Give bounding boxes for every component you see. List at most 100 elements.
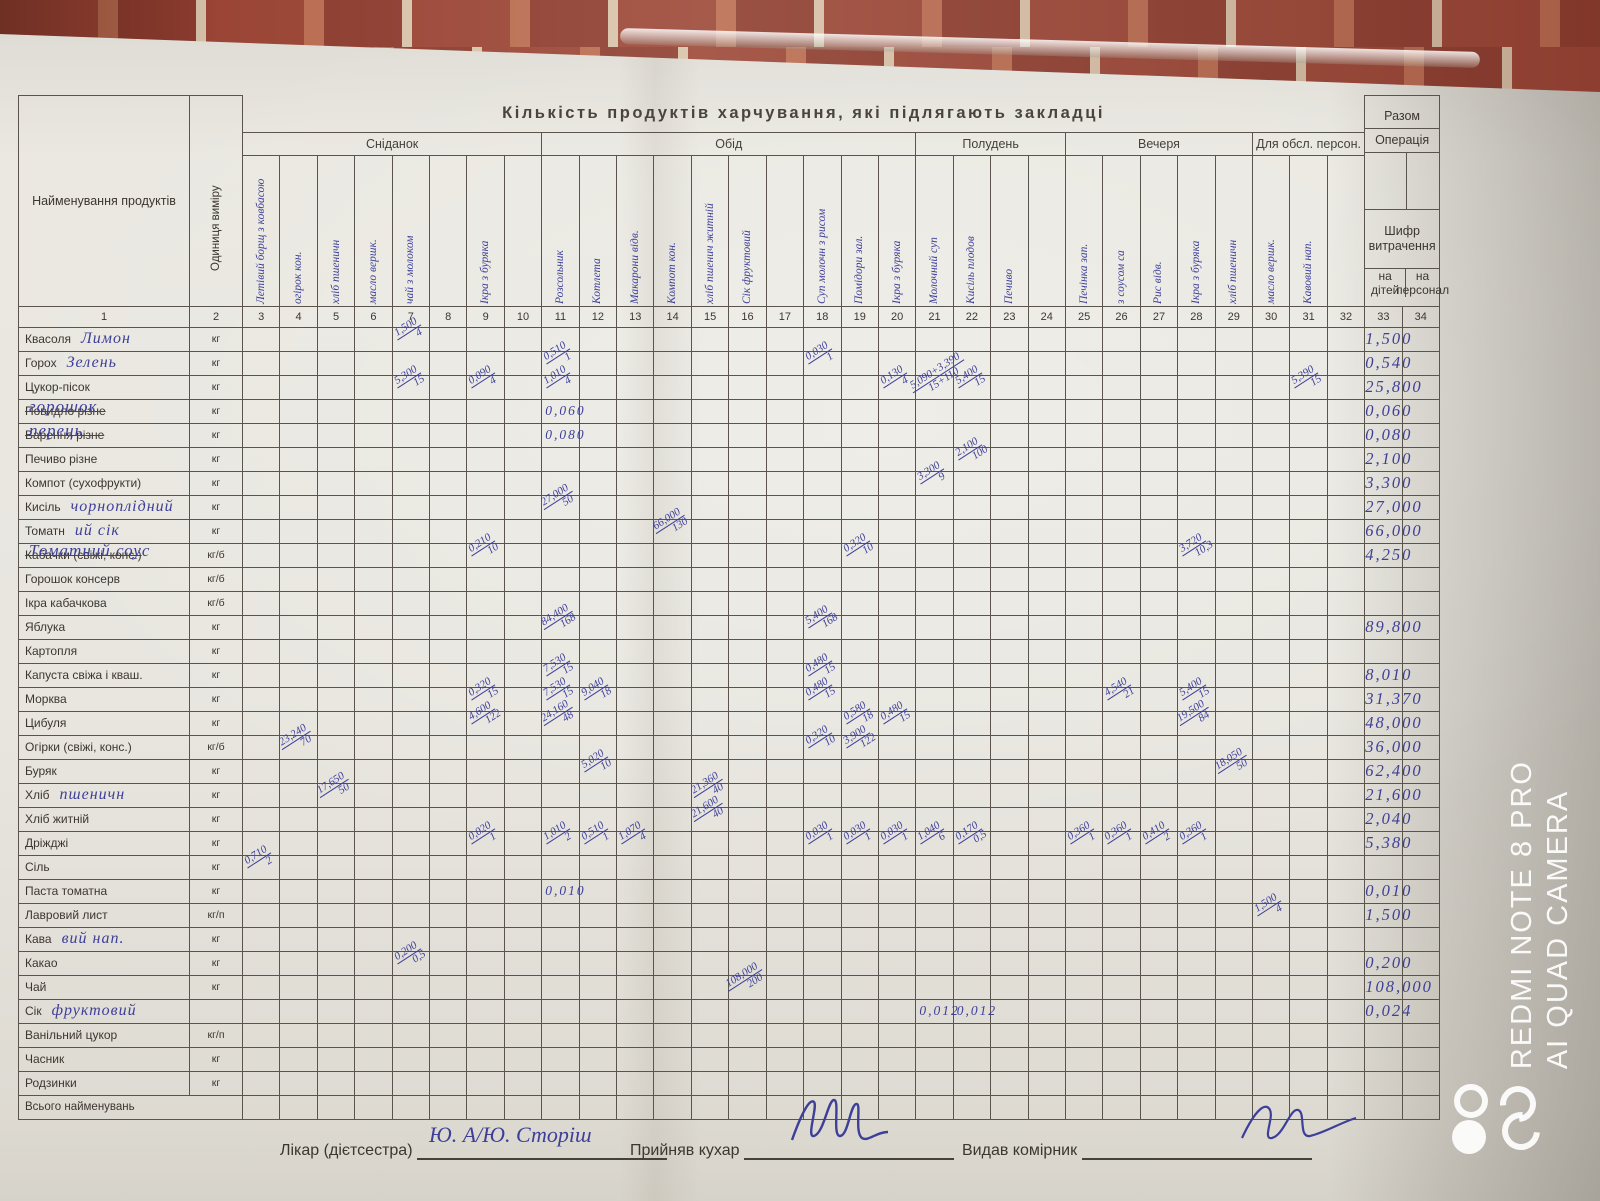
doctor-signature-block: Лікар (дієтсестра) Ю. А/Ю. Сторіш <box>280 1122 667 1160</box>
quantity-cell <box>1289 494 1328 520</box>
quantity-cell <box>1027 662 1066 688</box>
unit-value: кг <box>189 806 243 832</box>
quantity-cell <box>1064 1022 1104 1048</box>
quantity-cell <box>877 446 917 472</box>
quantity-cell <box>877 926 917 952</box>
quantity-cell <box>1251 806 1291 832</box>
quantity-cell <box>653 1022 692 1048</box>
quantity-cell <box>279 950 318 976</box>
quantity-cell <box>765 998 805 1024</box>
quantity-cell <box>1102 614 1141 640</box>
quantity-cell <box>728 902 767 928</box>
quantity-cell <box>728 710 767 736</box>
quantity-cell <box>429 974 468 1000</box>
quantity-cell <box>578 326 618 352</box>
quantity-cell <box>241 590 281 616</box>
quantity-cell <box>241 878 281 904</box>
quantity-cell <box>877 950 917 976</box>
quantity-cell <box>1102 590 1141 616</box>
quantity-cell <box>1289 998 1328 1024</box>
quantity-cell: 0,060 <box>541 398 584 424</box>
quantity-cell <box>316 350 356 376</box>
total-staff-cell <box>1401 830 1441 856</box>
quantity-cell <box>840 566 879 592</box>
quantity-cell <box>1177 1046 1216 1072</box>
column-number: 10 <box>503 305 543 328</box>
product-name: Горох Зелень <box>18 350 190 376</box>
quantity-cell <box>1139 638 1179 664</box>
quantity-cell <box>1064 518 1104 544</box>
quantity-cell <box>429 926 468 952</box>
column-number: 28 <box>1177 305 1216 328</box>
quantity-cell <box>653 1070 692 1096</box>
quantity-cell <box>728 374 767 400</box>
quantity-cell <box>877 734 917 760</box>
quantity-cell <box>690 542 730 568</box>
quantity-cell <box>653 926 692 952</box>
product-row: Капуста свіжа і кваш. кг 7,530 15 0,480 15 8,0… <box>18 650 1441 688</box>
quantity-cell <box>840 998 879 1024</box>
quantity-cell <box>803 1046 842 1072</box>
quantity-cell: 0,012 <box>952 998 995 1024</box>
handwritten-quantity: 0,080 <box>545 426 586 442</box>
quantity-cell <box>616 494 655 520</box>
quantity-cell: 5,400 168 <box>802 602 842 640</box>
quantity-cell <box>952 926 992 952</box>
column-number: 25 <box>1064 305 1104 328</box>
quantity-cell <box>391 974 431 1000</box>
quantity-cell <box>1214 950 1253 976</box>
totals-header-block: Разом Операція Шифр витрачення на дітей на п… <box>1364 95 1449 307</box>
quantity-cell <box>241 326 281 352</box>
quantity-cell <box>616 974 655 1000</box>
quantity-cell <box>690 398 730 424</box>
quantity-cell <box>279 974 318 1000</box>
quantity-cell <box>616 758 655 784</box>
quantity-cell <box>1289 758 1328 784</box>
quantity-cell <box>316 1046 356 1072</box>
quantity-cell <box>653 1094 692 1120</box>
quantity-cell <box>316 734 356 760</box>
quantity-cell <box>690 734 730 760</box>
storekeeper-signature-line <box>1081 1105 1356 1160</box>
quantity-cell: 84,400 168 <box>537 600 580 640</box>
quantity-cell <box>690 590 730 616</box>
quantity-cell <box>1139 494 1179 520</box>
quantity-cell <box>279 830 318 856</box>
quantity-cell <box>1289 518 1328 544</box>
quantity-cell <box>466 1022 505 1048</box>
quantity-cell <box>1251 494 1291 520</box>
quantity-cell <box>279 398 318 424</box>
quantity-cell: 5,390 15 <box>1288 362 1328 400</box>
product-row: Горошок консерв кг/б <box>18 566 1441 592</box>
quantity-cell <box>952 542 992 568</box>
handwritten-note: Лимон <box>80 330 131 347</box>
quantity-cell <box>990 374 1029 400</box>
quantity-cell <box>541 1070 580 1096</box>
quantity-cell <box>354 350 393 376</box>
quantity-cell <box>915 518 954 544</box>
quantity-cell <box>990 950 1029 976</box>
total-children-cell: 27,000 <box>1364 494 1421 520</box>
quantity-cell <box>1289 422 1328 448</box>
quantity-cell <box>1064 326 1104 352</box>
quantity-cell <box>915 398 954 424</box>
quantity-cell <box>1326 518 1366 544</box>
quantity-cell <box>1289 710 1328 736</box>
quantity-cell <box>241 1094 281 1120</box>
quantity-cell <box>616 710 655 736</box>
quantity-cell <box>391 638 431 664</box>
quantity-cell <box>354 1094 393 1120</box>
quantity-cell <box>1326 710 1366 736</box>
unit-value: кг/п <box>189 1022 243 1048</box>
product-row: Чай кг 108,000 200 108,000 <box>18 959 1441 1000</box>
quantity-cell <box>653 950 692 976</box>
quantity-cell <box>1177 974 1216 1000</box>
total-children-cell: 36,000 <box>1364 734 1421 760</box>
quantity-cell <box>653 350 692 376</box>
quantity-cell <box>1214 710 1253 736</box>
quantity-cell <box>653 830 692 856</box>
quantity-cell <box>1289 1070 1328 1096</box>
quantity-cell <box>316 422 356 448</box>
column-number: 15 <box>690 305 730 328</box>
quantity-cell <box>990 1046 1029 1072</box>
